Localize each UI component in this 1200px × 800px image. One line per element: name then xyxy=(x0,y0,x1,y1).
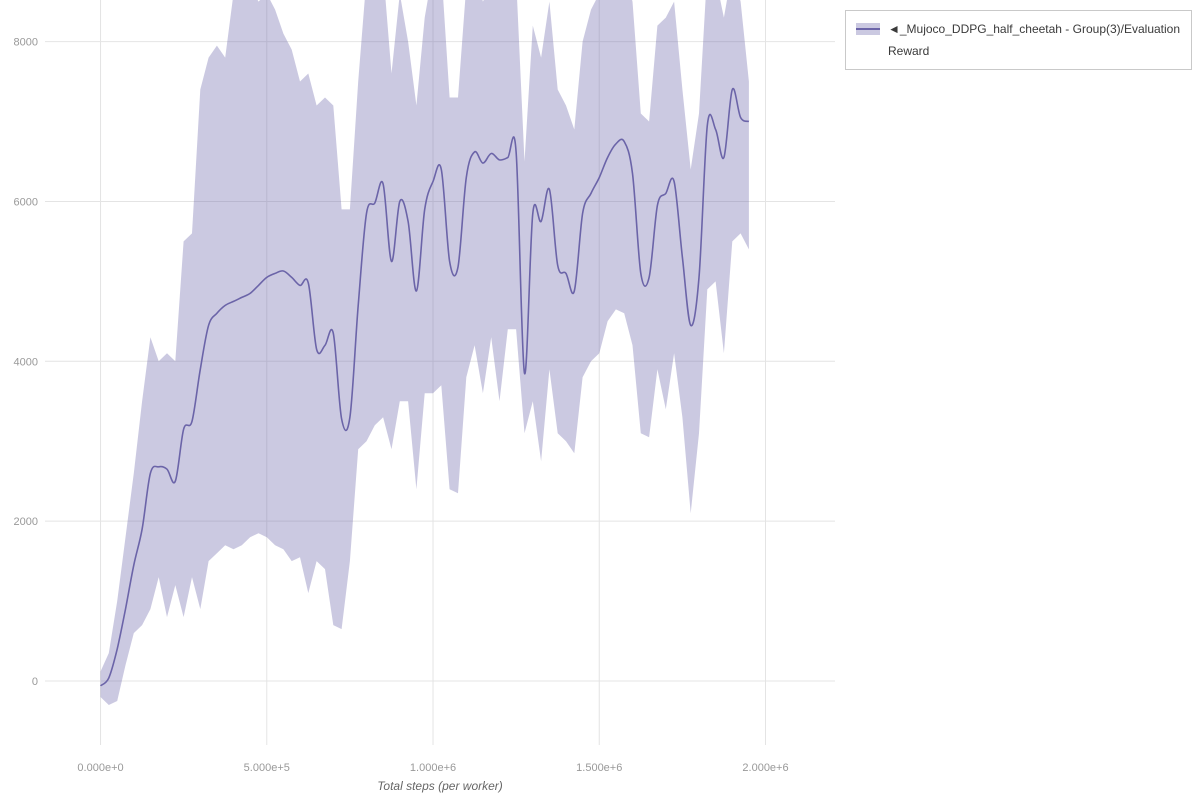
x-tick-label: 0.000e+0 xyxy=(77,762,123,774)
x-tick-label: 2.000e+6 xyxy=(742,762,788,774)
legend-swatch-band xyxy=(856,23,880,35)
x-tick-label: 1.500e+6 xyxy=(576,762,622,774)
plot-area[interactable] xyxy=(99,0,750,705)
x-axis-title: Total steps (per worker) xyxy=(377,779,503,793)
y-tick-label: 2000 xyxy=(14,516,38,528)
x-tick-label: 1.000e+6 xyxy=(410,762,456,774)
x-tick-label: 5.000e+5 xyxy=(244,762,290,774)
chart-svg[interactable]: 0.000e+0 5.000e+5 1.000e+6 1.500e+6 2.000e+6… xyxy=(0,0,840,800)
series-line xyxy=(99,87,750,687)
y-tick-label: 6000 xyxy=(14,196,38,208)
y-tick-label: 8000 xyxy=(14,37,38,49)
legend[interactable]: ◄_Mujoco_DDPG_half_cheetah - Group(3)/Ev… xyxy=(845,10,1192,71)
legend-series-label: ◄_Mujoco_DDPG_half_cheetah - Group(3)/Ev… xyxy=(888,22,1181,59)
y-tick-label: 0 xyxy=(32,676,38,688)
legend-swatch-line xyxy=(856,28,880,30)
y-tick-label: 4000 xyxy=(14,356,38,368)
confidence-band xyxy=(100,0,749,705)
